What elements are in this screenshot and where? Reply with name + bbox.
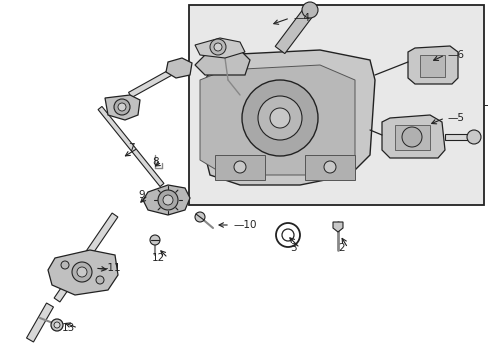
- Text: —4: —4: [292, 13, 309, 23]
- Text: 12: 12: [151, 253, 164, 263]
- Polygon shape: [204, 50, 374, 185]
- Circle shape: [234, 161, 245, 173]
- Text: 13: 13: [61, 323, 75, 333]
- Polygon shape: [105, 95, 140, 120]
- Polygon shape: [195, 38, 244, 58]
- Bar: [215, 155, 264, 180]
- Text: 2: 2: [338, 243, 345, 253]
- Polygon shape: [98, 107, 163, 186]
- Circle shape: [258, 96, 302, 140]
- Circle shape: [51, 319, 63, 331]
- Polygon shape: [54, 213, 118, 302]
- Text: 7: 7: [128, 143, 135, 153]
- Circle shape: [324, 161, 335, 173]
- Bar: [394, 125, 429, 150]
- Polygon shape: [381, 115, 444, 158]
- Circle shape: [466, 130, 480, 144]
- Circle shape: [209, 39, 225, 55]
- Circle shape: [61, 261, 69, 269]
- Text: 8: 8: [152, 157, 159, 167]
- Polygon shape: [444, 134, 471, 140]
- Circle shape: [118, 103, 126, 111]
- Circle shape: [195, 212, 204, 222]
- Circle shape: [96, 276, 104, 284]
- Text: 9: 9: [138, 190, 145, 200]
- Polygon shape: [26, 303, 53, 342]
- Bar: [419, 55, 444, 77]
- Circle shape: [163, 195, 173, 205]
- Text: —1: —1: [483, 100, 488, 110]
- Circle shape: [150, 235, 160, 245]
- Polygon shape: [407, 46, 457, 84]
- Polygon shape: [195, 50, 249, 75]
- Circle shape: [114, 99, 130, 115]
- Circle shape: [214, 43, 222, 51]
- Polygon shape: [128, 67, 176, 98]
- Polygon shape: [332, 222, 342, 232]
- Bar: [305, 155, 354, 180]
- Text: —6: —6: [447, 50, 464, 60]
- Circle shape: [401, 127, 421, 147]
- Polygon shape: [48, 250, 118, 295]
- Circle shape: [242, 80, 317, 156]
- Circle shape: [77, 267, 87, 277]
- Circle shape: [54, 322, 60, 328]
- Circle shape: [72, 262, 92, 282]
- Bar: [189, 5, 483, 205]
- Text: —11: —11: [98, 263, 122, 273]
- Polygon shape: [142, 185, 190, 215]
- Text: 3: 3: [290, 243, 296, 253]
- Text: —10: —10: [232, 220, 256, 230]
- Polygon shape: [200, 65, 354, 175]
- Circle shape: [158, 190, 178, 210]
- Text: —5: —5: [447, 113, 464, 123]
- Circle shape: [269, 108, 289, 128]
- Polygon shape: [165, 58, 192, 78]
- Circle shape: [302, 2, 317, 18]
- Text: —1: —1: [482, 100, 488, 110]
- Polygon shape: [275, 6, 314, 54]
